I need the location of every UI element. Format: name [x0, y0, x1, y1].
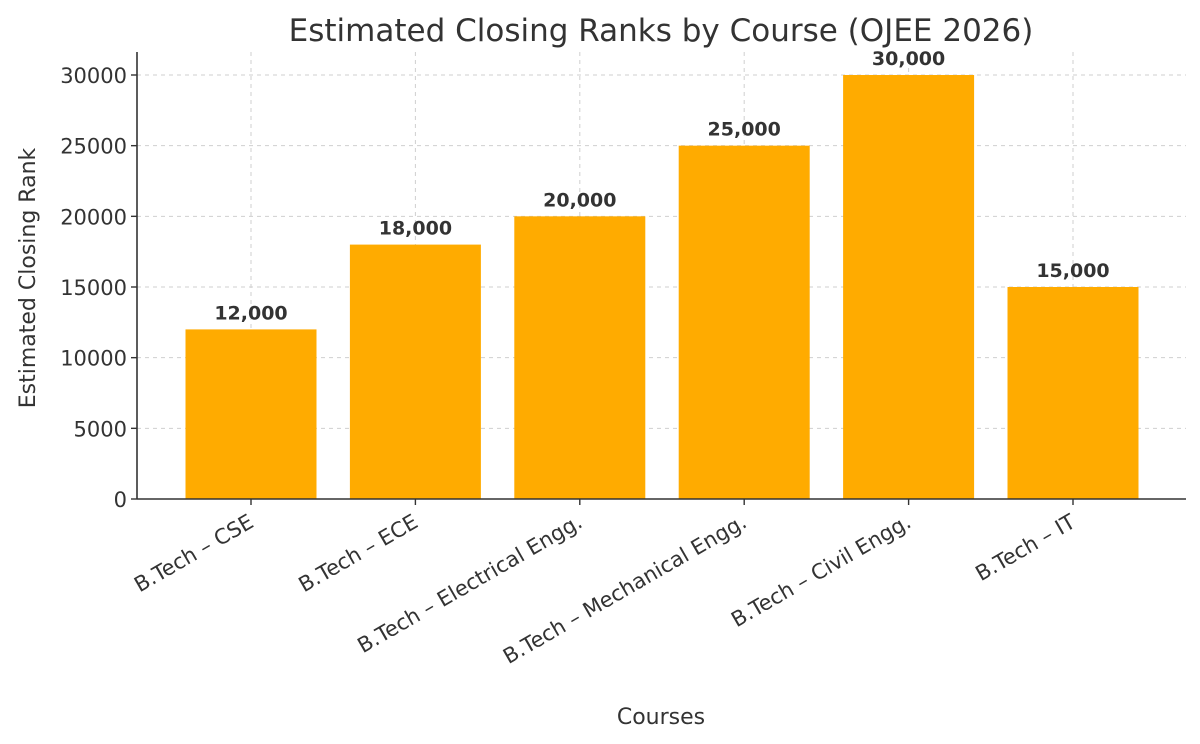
- data-label: 12,000: [214, 302, 287, 324]
- axes: [136, 52, 1186, 500]
- y-tick-label: 15000: [60, 276, 127, 300]
- bar: [349, 244, 481, 499]
- x-tick-label: B.Tech – ECE: [295, 510, 422, 597]
- x-tick-label: B.Tech – CSE: [130, 510, 257, 597]
- bar: [185, 329, 317, 499]
- y-tick-label: 10000: [60, 347, 127, 371]
- y-tick-label: 25000: [60, 135, 127, 159]
- data-labels: 12,000 18,000 20,000 25,000 30,000 15,000: [214, 48, 1109, 324]
- y-axis-label: Estimated Closing Rank: [16, 147, 41, 408]
- data-label: 30,000: [872, 48, 945, 70]
- x-tick-label: B.Tech – Civil Engg.: [727, 510, 915, 632]
- bars: [185, 75, 1139, 500]
- data-label: 25,000: [708, 119, 781, 141]
- y-tick-label: 5000: [74, 417, 127, 441]
- y-tick-label: 30000: [60, 64, 127, 88]
- y-tick-label: 20000: [60, 205, 127, 229]
- data-label: 15,000: [1036, 260, 1109, 282]
- x-tick-label: B.Tech – IT: [971, 509, 1079, 585]
- bar: [1007, 287, 1139, 499]
- bar: [678, 145, 810, 499]
- y-tick-labels: 0 5000 10000 15000 20000 25000 30000: [60, 64, 137, 512]
- data-label: 18,000: [379, 218, 452, 240]
- bar: [843, 75, 975, 499]
- x-axis-label: Courses: [617, 705, 705, 730]
- data-label: 20,000: [543, 189, 616, 211]
- y-tick-label: 0: [114, 488, 127, 512]
- chart-title: Estimated Closing Ranks by Course (OJEE …: [289, 13, 1034, 49]
- bar: [514, 216, 646, 500]
